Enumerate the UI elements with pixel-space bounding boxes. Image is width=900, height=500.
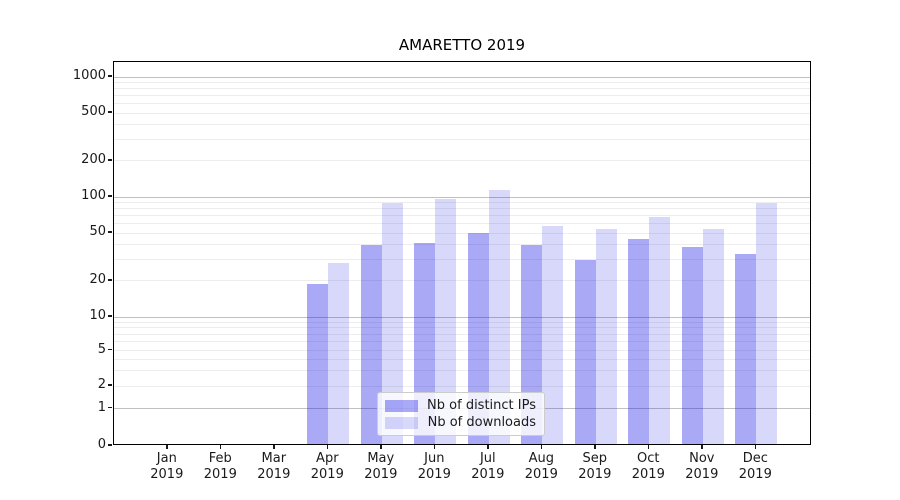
minor-gridline-700 [114, 95, 810, 97]
x-tick-label-feb: Feb 2019 [203, 451, 237, 482]
minor-gridline-20 [114, 280, 810, 282]
x-tick-mark-sep [594, 445, 596, 449]
x-tick-label-nov: Nov 2019 [685, 451, 719, 482]
minor-gridline-30 [114, 259, 810, 261]
x-tick-label-jul: Jul 2019 [471, 451, 505, 482]
x-tick-mark-mar [273, 445, 275, 449]
bar-downloads-sep [595, 229, 617, 444]
legend: Nb of distinct IPs Nb of downloads [377, 392, 545, 436]
y-tick-mark-100 [108, 195, 112, 197]
x-tick-mark-apr [326, 445, 329, 449]
minor-gridline-8 [114, 327, 810, 329]
minor-gridline-90 [114, 201, 810, 203]
legend-item-distinct-ips: Nb of distinct IPs [385, 398, 536, 413]
y-tick-mark-1 [108, 406, 112, 409]
minor-gridline-900 [114, 81, 810, 83]
x-tick-mark-may [380, 445, 382, 449]
y-tick-mark-20 [108, 279, 112, 281]
bar-distinct-ips-jul [467, 233, 489, 444]
y-tick-label-1000: 1000 [72, 68, 106, 83]
major-gridline-1000 [114, 76, 810, 78]
y-tick-mark-10 [108, 315, 112, 317]
x-tick-mark-jul [487, 445, 489, 449]
y-tick-mark-200 [108, 159, 112, 161]
y-tick-label-5: 5 [97, 341, 106, 357]
minor-gridline-80 [114, 208, 810, 210]
minor-gridline-400 [114, 124, 810, 126]
minor-gridline-70 [114, 215, 810, 217]
legend-swatch-downloads-icon [385, 416, 418, 429]
y-tick-mark-1000 [108, 75, 112, 77]
x-tick-label-sep: Sep 2019 [578, 451, 612, 482]
x-tick-mark-dec [754, 445, 757, 449]
y-tick-mark-5 [108, 348, 112, 351]
x-tick-label-may: May 2019 [364, 451, 398, 482]
chart-title: AMARETTO 2019 [398, 36, 526, 54]
bar-distinct-ips-nov [681, 246, 703, 444]
minor-gridline-6 [114, 341, 810, 343]
y-tick-label-1: 1 [97, 399, 106, 415]
y-tick-label-500: 500 [81, 104, 106, 120]
x-tick-label-jun: Jun 2019 [417, 451, 451, 482]
minor-gridline-7 [114, 333, 810, 335]
minor-gridline-3 [114, 369, 810, 371]
legend-item-downloads: Nb of downloads [385, 415, 536, 430]
x-tick-mark-aug [540, 445, 543, 449]
y-tick-label-100: 100 [81, 188, 106, 203]
bar-distinct-ips-oct [628, 238, 650, 444]
x-tick-mark-oct [647, 445, 650, 449]
x-tick-mark-jun [433, 445, 436, 449]
minor-gridline-50 [114, 232, 810, 234]
minor-gridline-2 [114, 385, 810, 387]
major-gridline-100 [114, 196, 810, 198]
y-tick-label-50: 50 [89, 224, 106, 240]
plot-area [113, 61, 811, 445]
x-tick-label-jan: Jan 2019 [150, 451, 184, 482]
major-gridline-10 [114, 316, 810, 318]
y-tick-mark-0 [108, 444, 112, 446]
minor-gridline-60 [114, 223, 810, 225]
y-tick-label-20: 20 [89, 271, 106, 287]
minor-gridline-300 [114, 139, 810, 141]
minor-gridline-9 [114, 321, 810, 323]
bar-downloads-dec [756, 202, 778, 444]
minor-gridline-200 [114, 160, 810, 162]
bar-downloads-oct [649, 216, 671, 444]
bar-downloads-aug [542, 226, 564, 444]
minor-gridline-4 [114, 358, 810, 360]
minor-gridline-500 [114, 112, 810, 114]
minor-gridline-800 [114, 88, 810, 90]
x-tick-label-apr: Apr 2019 [310, 451, 344, 482]
bar-downloads-jul [488, 190, 510, 444]
x-tick-label-aug: Aug 2019 [524, 451, 558, 482]
x-tick-label-mar: Mar 2019 [257, 451, 291, 482]
y-tick-mark-2 [108, 384, 112, 386]
bar-downloads-nov [702, 229, 724, 444]
minor-gridline-600 [114, 103, 810, 105]
bar-downloads-may [381, 202, 403, 444]
y-tick-label-200: 200 [81, 151, 106, 167]
y-tick-label-2: 2 [97, 377, 106, 392]
legend-label-downloads: Nb of downloads [427, 415, 536, 430]
bar-downloads-apr [328, 263, 350, 444]
y-tick-label-0: 0 [97, 437, 106, 452]
bar-downloads-jun [435, 199, 457, 444]
minor-gridline-5 [114, 350, 810, 351]
x-tick-label-dec: Dec 2019 [738, 451, 772, 482]
x-tick-mark-feb [219, 445, 222, 449]
bar-distinct-ips-dec [735, 254, 757, 444]
minor-gridline-40 [114, 244, 810, 246]
legend-label-distinct-ips: Nb of distinct IPs [427, 398, 536, 413]
bar-distinct-ips-sep [574, 259, 596, 444]
bar-distinct-ips-may [360, 245, 382, 444]
x-tick-label-oct: Oct 2019 [631, 451, 665, 482]
y-tick-mark-500 [108, 111, 112, 113]
bar-distinct-ips-apr [307, 284, 329, 444]
y-tick-mark-50 [108, 231, 112, 233]
y-tick-label-10: 10 [89, 308, 106, 323]
x-tick-mark-nov [701, 445, 703, 449]
legend-swatch-ips-icon [385, 399, 418, 412]
x-tick-mark-jan [166, 445, 168, 449]
